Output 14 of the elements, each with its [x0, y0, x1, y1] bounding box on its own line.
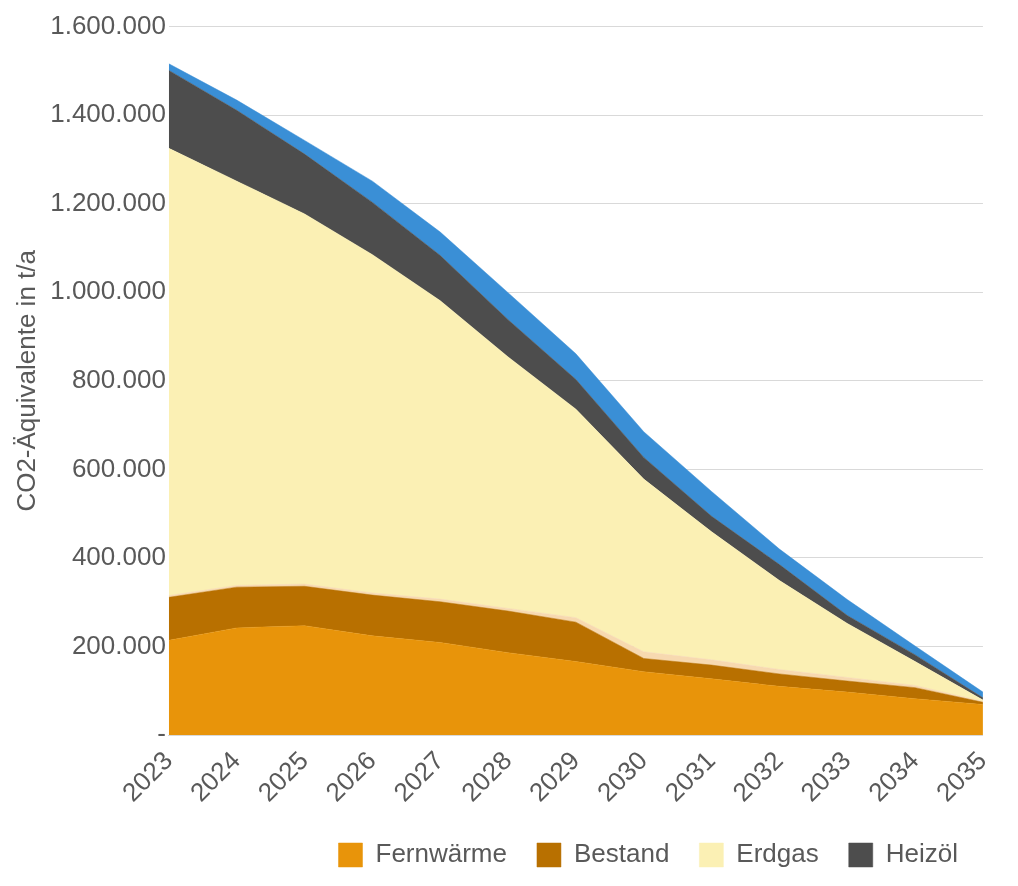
legend-label: Heizöl: [885, 838, 958, 869]
legend-label: Bestand: [573, 838, 670, 869]
y-tick-label: -: [157, 718, 166, 749]
y-tick-label: 400.000: [71, 541, 166, 572]
y-tick-label: 800.000: [71, 363, 166, 394]
legend-label: Fernwärme: [375, 838, 507, 869]
legend-label: Erdgas: [736, 838, 819, 869]
y-tick-label: 1.000.000: [50, 275, 166, 306]
y-tick-label: 1.400.000: [50, 98, 166, 129]
y-axis-title: CO2-Äquivalente in t/a: [10, 249, 41, 512]
y-tick-label: 1.200.000: [50, 186, 166, 217]
y-tick-label: 200.000: [71, 629, 166, 660]
y-tick-label: 1.600.000: [50, 9, 166, 40]
y-tick-label: 600.000: [71, 452, 166, 483]
